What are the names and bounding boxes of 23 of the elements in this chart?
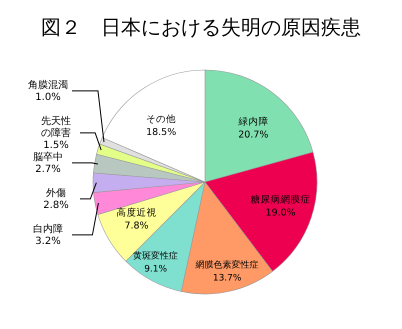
slice-label: 先天性の障害 xyxy=(41,114,71,139)
chart-title: 図２ 日本における失明の原因疾患 xyxy=(41,15,361,39)
data-label: 3.2% xyxy=(35,236,61,247)
data-label: 2.8% xyxy=(43,200,69,211)
data-label: 1.5% xyxy=(43,140,69,151)
data-label: 9.1% xyxy=(144,264,168,275)
data-label: 7.8% xyxy=(124,220,149,232)
slice-label: 高度近視 xyxy=(116,206,157,219)
data-label: 1.0% xyxy=(35,92,61,103)
data-label: 13.7% xyxy=(212,274,242,284)
data-label: 2.7% xyxy=(35,164,61,175)
slice-label: 脳卒中 xyxy=(33,150,63,163)
data-label: 19.0% xyxy=(266,207,296,218)
data-label: 20.7% xyxy=(238,130,268,141)
slice-label: 白内障 xyxy=(33,222,63,235)
slice-label: 糖尿病網膜症 xyxy=(250,193,311,206)
data-label: 18.5% xyxy=(146,126,176,138)
slice-label: 黄斑変性症 xyxy=(133,250,178,262)
slice-label: その他 xyxy=(146,112,176,125)
slice-label: 角膜混濁 xyxy=(28,78,68,91)
slice-label: 網膜色素変性症 xyxy=(194,260,259,271)
slice-label: 外傷 xyxy=(46,186,66,199)
slice-label: 緑内障 xyxy=(237,116,268,128)
